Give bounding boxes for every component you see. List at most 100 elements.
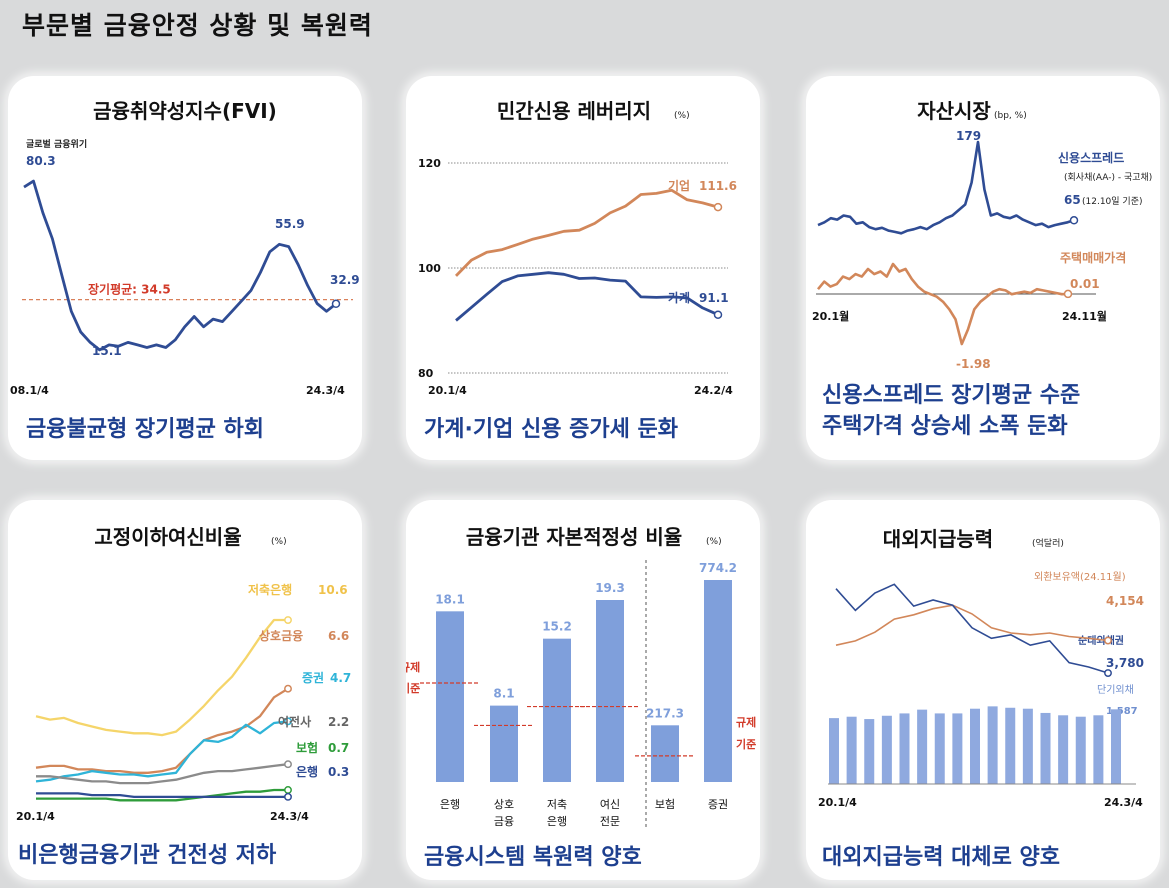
leverage-caption: 가계·기업 신용 증가세 둔화 [424,417,678,442]
asset-spread-note: (회사채(AA-) - 국고채) [1064,172,1152,183]
asset-caption-line2: 주택가격 상승세 소폭 둔화 [822,414,1068,439]
fvi-last-label: 32.9 [330,273,360,287]
asset-spread-line [817,140,1075,235]
capital-category-label: 여신 [600,798,620,811]
capital-category-label: 은행 [547,815,567,828]
external-short-debt-bar [1022,708,1033,784]
npl-title: 고정이하여신비율 [94,525,241,549]
npl-securities-line [35,720,289,783]
npl-banks-line-end-marker [284,792,292,801]
capital-caption: 금융시스템 복원력 양호 [424,845,642,870]
external-short-debt-bars [829,706,1121,784]
leverage-household-name: 가계 [668,290,690,305]
capital-bar-value: 19.3 [595,581,625,595]
npl-banks-name: 은행 [296,764,318,779]
capital-category-label: 은행 [440,798,460,811]
leverage-household-value: 91.1 [699,291,729,305]
fvi-peak-label: 80.3 [26,154,56,168]
npl-insurance-line-end-marker [284,786,292,794]
capital-reg-label-right-2: 기준 [736,737,756,751]
npl-caption: 비은행금융기관 건전성 저하 [18,843,277,868]
external-reserve-name: 외환보유액(24.11월) [1034,571,1126,583]
fvi-high-label: 55.9 [275,217,305,231]
external-reserve-line [835,604,1109,646]
fvi-card: 금융취약성지수(FVI) 글로벌 금융위기 80.3 장기평균: 34.5 15… [8,76,362,460]
external-reserve-value: 4,154 [1106,594,1144,608]
leverage-unit: (%) [674,111,690,121]
external-end-label: 24.3/4 [1104,796,1143,809]
npl-lines [35,616,292,802]
capital-title: 금융기관 자본적정성 비율 [466,525,682,549]
leverage-ytick: 120 [418,157,441,170]
npl-start-label: 20.1/4 [16,810,55,823]
external-short-debt-bar [1040,712,1051,784]
external-short-debt-bar [1093,715,1104,784]
capital-bar [543,638,571,782]
capital-bar [704,580,732,782]
external-short-debt-bar [917,709,928,784]
capital-unit: (%) [706,537,722,547]
external-short-debt-bar [934,713,945,784]
npl-banks-value: 0.3 [328,765,349,779]
external-netasset-value: 3,780 [1106,656,1144,670]
npl-end-label: 24.3/4 [270,810,309,823]
leverage-end-label: 24.2/4 [694,384,733,397]
asset-unit: (bp, %) [994,111,1027,121]
asset-spread-peak-label: 179 [956,129,981,143]
external-short-debt-bar [1005,707,1016,784]
npl-securities-value: 4.7 [330,671,351,685]
fvi-line [23,179,337,352]
npl-card-companies-line-end-marker [284,760,292,769]
asset-house-name: 주택매매가격 [1060,250,1126,265]
capital-chart: 금융기관 자본적정성 비율 (%) 18.1은행8.1상호금융15.2저축은행1… [406,525,756,870]
external-chart: 대외지급능력 (억달러) 외환보유액(24.11월) 4,154 순대외채권 3… [818,527,1144,870]
external-short-debt-bar [987,706,998,784]
leverage-household-line [455,271,719,322]
asset-end-label: 24.11월 [1062,309,1107,323]
capital-category-label: 금융 [494,815,514,828]
npl-savings-name: 저축은행 [248,582,292,597]
page-title: 부문별 금융안정 상황 및 복원력 [22,11,373,40]
npl-card: 고정이하여신비율 (%) 저축은행 10.6 상호금융 6.6 증권 4.7 여… [8,500,362,880]
external-short-debt-bar [1075,716,1086,784]
capital-reg-label-left-1: 규제 [406,660,420,674]
fvi-average-label: 장기평균: 34.5 [88,282,171,297]
leverage-ytick: 80 [418,367,434,380]
fvi-chart: 금융취약성지수(FVI) 글로벌 금융위기 80.3 장기평균: 34.5 15… [10,99,360,442]
leverage-corporate-value: 111.6 [699,179,737,193]
leverage-grid: 80 100 120 [418,157,728,380]
external-netasset-end-marker [1104,669,1112,677]
capital-card: 금융기관 자본적정성 비율 (%) 18.1 은행 8.1 상호 금융 15.2 저축 은행 1… [406,500,760,880]
external-short-name: 단기외채 [1097,684,1134,696]
leverage-title: 민간신용 레버리지 [497,99,651,123]
external-unit: (억달러) [1032,537,1064,549]
fvi-end-marker [331,299,341,309]
external-short-debt-bar [952,713,963,784]
npl-savings-line-end-marker [284,616,292,624]
npl-securities-line-end-marker [284,717,292,726]
capital-bar [596,600,624,782]
npl-mutual-value: 6.6 [328,629,349,643]
leverage-household-end-marker [713,310,723,319]
capital-category-label: 저축 [547,798,567,811]
capital-bar [490,705,518,782]
leverage-start-label: 20.1/4 [428,384,467,397]
capital-bar-value: 18.1 [435,592,465,606]
npl-securities-name: 증권 [302,671,324,685]
asset-house-min-label: -1.98 [956,357,991,371]
npl-card-companies-name: 여전사 [278,714,311,729]
npl-chart: 고정이하여신비율 (%) 저축은행 10.6 상호금융 6.6 증권 4.7 여… [16,525,351,868]
capital-category-label: 증권 [708,798,728,811]
npl-banks-line [36,792,288,799]
npl-insurance-name: 보험 [296,740,318,755]
asset-house-line [816,262,1069,346]
capital-category-label: 상호 [494,798,514,811]
external-short-debt-bar [864,719,875,784]
capital-bar-value: 774.2 [699,561,737,575]
leverage-corporate-name: 기업 [668,178,690,193]
capital-bar [651,725,679,782]
external-short-debt-bar [829,718,839,784]
capital-bar [436,611,464,782]
external-title: 대외지급능력 [883,527,993,551]
